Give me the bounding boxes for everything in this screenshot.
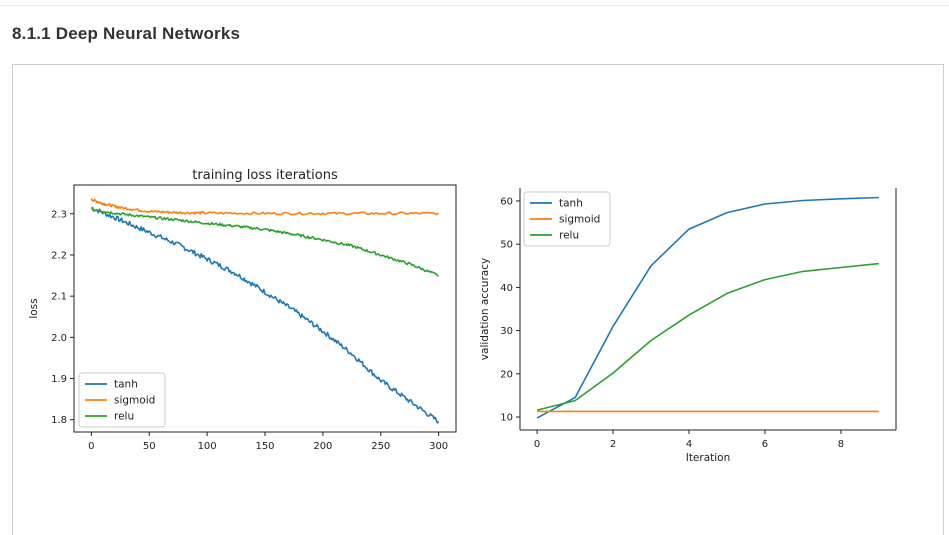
chart2-legend-label-relu: relu [559, 230, 579, 242]
chart1-y-tick-label: 2.2 [51, 250, 67, 261]
chart1-y-axis-label: loss [28, 298, 40, 318]
chart2-y-tick-label: 50 [500, 240, 513, 251]
chart2-legend-label-sigmoid: sigmoid [559, 214, 600, 226]
chart2-legend-label-tanh: tanh [559, 198, 583, 210]
chart1-y-tick-label: 2.0 [51, 333, 67, 344]
chart1-legend-label-sigmoid: sigmoid [114, 395, 155, 407]
chart1-y-tick-label: 2.3 [51, 209, 67, 220]
chart1-x-tick-label: 100 [198, 441, 217, 452]
chart1-x-tick-label: 50 [143, 441, 156, 452]
chart2-x-tick-label: 4 [686, 439, 692, 450]
chart2-y-tick-label: 10 [500, 413, 513, 424]
chart2-y-tick-label: 20 [500, 369, 513, 380]
chart1-title: training loss iterations [192, 168, 338, 183]
chart2-y-tick-label: 60 [500, 196, 513, 207]
chart2-x-tick-label: 6 [762, 439, 768, 450]
chart2-y-tick-label: 30 [500, 326, 513, 337]
chart1-y-tick-label: 1.9 [51, 374, 67, 385]
chart2-x-tick-label: 2 [610, 439, 616, 450]
chart1-series-relu-line [91, 207, 439, 277]
chart1-legend-label-relu: relu [114, 411, 134, 423]
chart1-legend-box [78, 372, 166, 428]
chart2-x-tick-label: 8 [838, 439, 844, 450]
chart1-legend-label-tanh: tanh [114, 379, 138, 391]
chart1-series-tanh-line [91, 206, 440, 424]
chart2-x-axis-label: Iteration [686, 452, 731, 464]
charts-figure: 0 50 100 150 200 250 3001.81.92.02.12.22.3trai… [28, 168, 897, 464]
chart1-y-tick-label: 1.8 [51, 415, 67, 426]
chart2-series-relu-line [536, 262, 879, 411]
chart2-x-tick-label: 0 [534, 439, 540, 450]
chart2-legend-box [523, 191, 611, 247]
top-divider [0, 5, 949, 6]
chart2-y-axis-label: validation accuracy [479, 258, 491, 360]
chart1-x-tick-label: 0 [88, 441, 94, 452]
chart1-x-tick-label: 150 [255, 441, 274, 452]
chart1-x-tick-label: 200 [313, 441, 332, 452]
chart1-series-sigmoid-line [90, 198, 439, 216]
chart1-y-tick-label: 2.1 [51, 292, 67, 303]
chart1-x-tick-label: 250 [371, 441, 390, 452]
chart2-series-tanh-line [536, 196, 879, 419]
chart2-y-tick-label: 40 [500, 283, 513, 294]
section-title: 8.1.1 Deep Neural Networks [12, 24, 241, 43]
figure-frame [12, 64, 944, 535]
chart1-x-tick-label: 300 [429, 441, 448, 452]
